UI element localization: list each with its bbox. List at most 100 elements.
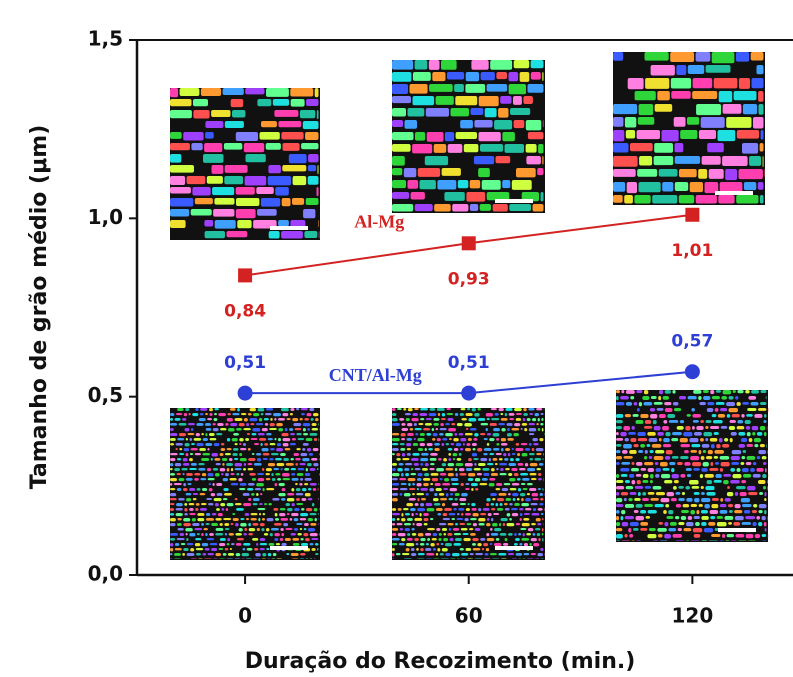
grain [220, 453, 224, 456]
grain [533, 543, 539, 546]
grain [441, 418, 446, 420]
grain [513, 96, 522, 105]
grain [196, 423, 203, 426]
grain [266, 433, 271, 435]
grain [259, 438, 266, 441]
grain [642, 492, 646, 496]
grain [445, 433, 453, 436]
grain [480, 204, 491, 211]
grain [507, 423, 513, 426]
grain [639, 182, 661, 192]
grain [468, 478, 474, 481]
grain [200, 413, 204, 415]
grain [248, 468, 254, 470]
grain [513, 498, 516, 501]
grain [720, 504, 727, 507]
grain [715, 462, 719, 465]
grain [727, 534, 734, 537]
grain [230, 548, 232, 550]
grain [214, 458, 220, 461]
grain [423, 478, 430, 481]
grain [519, 558, 521, 559]
grain [705, 474, 714, 478]
grain [308, 498, 313, 500]
grain [516, 418, 522, 421]
grain [731, 462, 739, 465]
grain [454, 543, 462, 546]
grain [670, 522, 677, 526]
grain [392, 144, 411, 152]
grain [518, 463, 524, 466]
grain [430, 483, 433, 485]
grain [317, 548, 318, 551]
grain [215, 518, 221, 521]
grain [396, 458, 400, 461]
grain [500, 503, 503, 506]
grain [455, 96, 477, 105]
grain [417, 558, 424, 559]
grain [524, 513, 530, 515]
grain [214, 498, 222, 501]
grain [722, 156, 748, 166]
grain [626, 390, 635, 394]
grain [413, 72, 431, 81]
grain [300, 553, 306, 556]
grain [441, 443, 444, 446]
grain [425, 548, 431, 551]
grain [718, 130, 736, 141]
grain [628, 78, 644, 89]
grain [412, 513, 414, 516]
grain [407, 423, 412, 426]
grain [655, 462, 659, 465]
grain [175, 548, 182, 550]
grain [189, 513, 195, 515]
grain [280, 508, 286, 510]
grain [438, 513, 442, 516]
grain [499, 408, 504, 411]
grain [636, 474, 642, 477]
grain [456, 132, 477, 139]
grain [427, 508, 435, 511]
grain [753, 474, 761, 478]
grain [523, 408, 527, 411]
grain [170, 553, 173, 555]
grain [535, 458, 542, 461]
grain [189, 413, 191, 415]
grain [256, 187, 274, 194]
grain [710, 438, 718, 442]
grain [392, 508, 396, 511]
grain [655, 450, 664, 454]
grain [425, 463, 429, 466]
grain [418, 448, 423, 451]
grain [290, 408, 294, 411]
grain [660, 540, 668, 541]
grain [626, 486, 634, 489]
grain [236, 187, 255, 195]
grain [252, 453, 255, 455]
grain [436, 553, 438, 556]
grain [531, 60, 544, 68]
grain [475, 488, 478, 491]
grain [274, 533, 280, 536]
grain [487, 84, 508, 92]
grain [675, 156, 700, 164]
grain [621, 516, 624, 520]
grain [491, 473, 498, 476]
grain [699, 504, 703, 507]
grain [763, 486, 766, 489]
grain [720, 540, 724, 541]
grain [667, 516, 674, 519]
grain [470, 518, 477, 520]
grain [194, 473, 200, 476]
grain [271, 473, 273, 476]
scale-bar [270, 546, 308, 550]
grain [267, 558, 270, 559]
grain [283, 478, 291, 480]
grain [208, 503, 213, 505]
grain [259, 513, 261, 515]
grain [170, 176, 185, 185]
grain [258, 408, 265, 411]
grain [273, 468, 279, 470]
grain [310, 483, 317, 486]
grain [465, 513, 471, 516]
